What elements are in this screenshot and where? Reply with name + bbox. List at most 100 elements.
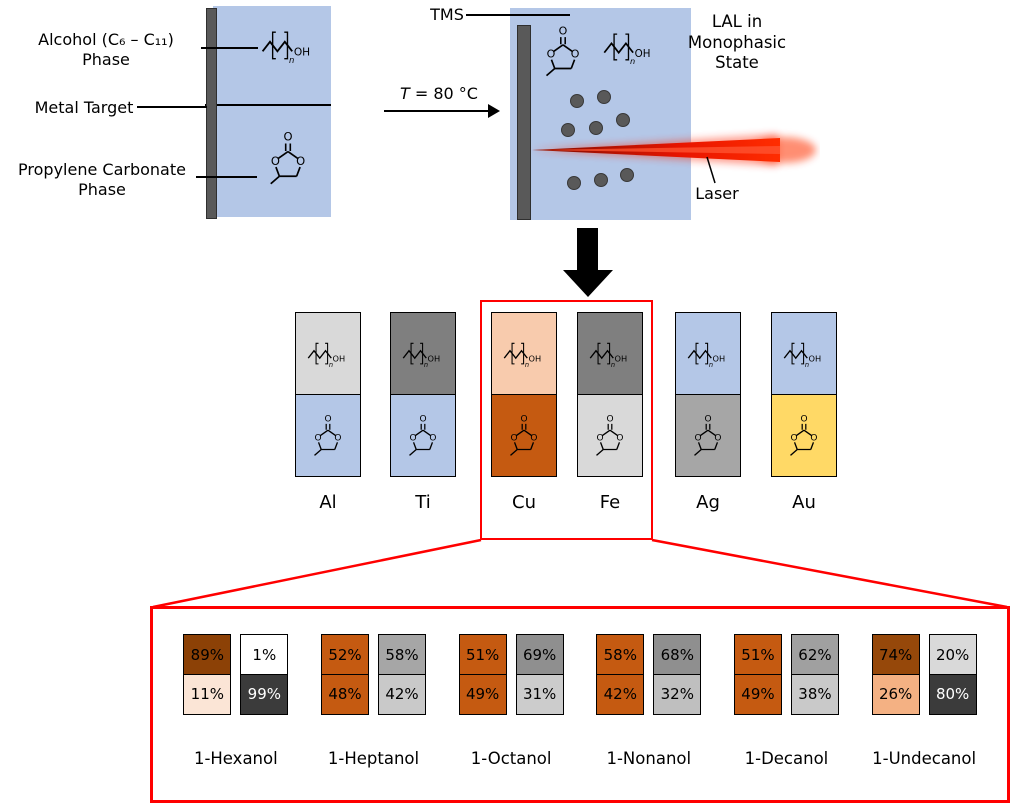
propylene-carbonate-icon	[310, 413, 346, 459]
fe-bottom-cell: 32%	[653, 673, 702, 715]
cu-result-column: 74% 26%	[871, 634, 920, 715]
result-group-heptanol: 52% 48% 58% 42% 1-Heptanol	[320, 634, 426, 768]
fe-bottom-cell: 38%	[790, 673, 839, 715]
cu-top-cell: 51%	[733, 634, 782, 675]
cu-bottom-cell: 11%	[183, 673, 232, 715]
alcohol-structure-icon	[594, 30, 664, 65]
alcohol-phase-pointer-line	[201, 47, 258, 49]
metal-label-ti: Ti	[415, 492, 431, 513]
tms-pointer-line	[466, 14, 570, 16]
nanoparticle	[570, 94, 584, 108]
down-arrow-shaft	[577, 228, 598, 272]
ag-alcohol-cell	[675, 312, 741, 395]
cu-bottom-cell: 48%	[320, 673, 369, 715]
solvent-label: 1-Hexanol	[193, 748, 278, 768]
cu-top-cell: 89%	[183, 634, 232, 675]
phase-divider-line	[205, 104, 331, 106]
nanoparticle	[620, 168, 634, 182]
nanoparticle	[589, 121, 603, 135]
alcohol-phase-label: Alcohol (C₆ – C₁₁) Phase	[8, 30, 204, 70]
nanoparticle	[561, 123, 575, 137]
cu-fe-highlight-box	[480, 300, 653, 540]
cu-alcohol-cell	[491, 312, 557, 395]
cu-bottom-cell: 49%	[458, 673, 507, 715]
pc-phase-label-line2: Phase	[78, 180, 126, 199]
solvent-label: 1-Nonanol	[606, 748, 692, 768]
cu-bottom-cell: 49%	[733, 673, 782, 715]
pc-phase-label-line1: Propylene Carbonate	[18, 160, 186, 179]
fe-top-cell: 62%	[790, 634, 839, 675]
result-group-undecanol: 74% 26% 20% 80% 1-Undecanol	[871, 634, 977, 768]
alcohol-structure-icon	[300, 340, 356, 368]
fe-top-cell: 20%	[928, 634, 977, 675]
alcohol-phase-label-line2: Phase	[82, 50, 130, 69]
lal-state-line3: State	[715, 53, 759, 73]
cu-carbonate-cell	[491, 394, 557, 477]
metal-column-ti	[390, 312, 456, 477]
cu-top-cell: 52%	[320, 634, 369, 675]
result-group-octanol: 51% 49% 69% 31% 1-Octanol	[458, 634, 564, 768]
fe-alcohol-cell	[577, 312, 643, 395]
metal-target-right	[517, 25, 531, 220]
result-group-nonanol: 58% 42% 68% 32% 1-Nonanol	[596, 634, 702, 768]
fe-carbonate-cell	[577, 394, 643, 477]
propylene-carbonate-icon	[786, 413, 822, 459]
nanoparticle	[616, 113, 630, 127]
fe-result-column: 58% 42%	[377, 634, 426, 715]
result-group-decanol: 51% 49% 62% 38% 1-Decanol	[733, 634, 839, 768]
solvent-label: 1-Undecanol	[872, 748, 977, 768]
metal-target-pointer-line	[137, 106, 207, 108]
cu-top-cell: 58%	[596, 634, 645, 675]
cu-bottom-cell: 26%	[871, 673, 920, 715]
fe-top-cell: 69%	[515, 634, 564, 675]
al-alcohol-cell	[295, 312, 361, 395]
temperature-value: = 80 °C	[409, 84, 478, 103]
alcohol-structure-icon	[776, 340, 832, 368]
alcohol-structure-icon	[252, 28, 324, 64]
metal-column-cu	[491, 312, 557, 477]
metal-target-label: Metal Target	[34, 98, 134, 117]
cu-result-column: 89% 11%	[183, 634, 232, 715]
fe-result-column: 1% 99%	[240, 634, 289, 715]
metal-column-fe	[577, 312, 643, 477]
temperature-label: T = 80 °C	[386, 84, 492, 104]
metal-label-fe: Fe	[599, 492, 621, 513]
fe-top-cell: 1%	[240, 634, 289, 675]
pc-phase-label: Propylene Carbonate Phase	[4, 160, 200, 200]
lal-state-line1: LAL in	[711, 12, 763, 31]
fe-result-column: 69% 31%	[515, 634, 564, 715]
propylene-carbonate-icon	[405, 413, 441, 459]
fe-top-cell: 68%	[653, 634, 702, 675]
metal-label-cu: Cu	[512, 492, 536, 513]
propylene-carbonate-icon	[690, 413, 726, 459]
fe-bottom-cell: 31%	[515, 673, 564, 715]
au-carbonate-cell	[771, 394, 837, 477]
ti-carbonate-cell	[390, 394, 456, 477]
fe-bottom-cell: 42%	[377, 673, 426, 715]
laser-beam-icon	[532, 134, 816, 166]
metal-column-ag	[675, 312, 741, 477]
fe-bottom-cell: 80%	[928, 673, 977, 715]
cu-result-column: 52% 48%	[320, 634, 369, 715]
fe-top-cell: 58%	[377, 634, 426, 675]
alcohol-structure-icon	[680, 340, 736, 368]
ag-carbonate-cell	[675, 394, 741, 477]
propylene-carbonate-icon	[265, 130, 311, 188]
au-alcohol-cell	[771, 312, 837, 395]
lal-state-label: LAL in Monophasic State	[676, 12, 798, 74]
metal-label-au: Au	[792, 492, 816, 513]
tms-label: TMS	[430, 5, 464, 24]
cu-result-column: 51% 49%	[733, 634, 782, 715]
metal-column-al	[295, 312, 361, 477]
down-arrow-head	[563, 270, 613, 297]
result-group-hexanol: 89% 11% 1% 99% 1-Hexanol	[183, 634, 289, 768]
laser-label: Laser	[695, 184, 739, 203]
ti-alcohol-cell	[390, 312, 456, 395]
pc-phase-pointer-line	[196, 176, 257, 178]
alcohol-structure-icon	[395, 340, 451, 368]
metal-label-ag: Ag	[696, 492, 720, 513]
solvent-label: 1-Octanol	[470, 748, 552, 768]
nanoparticle	[594, 173, 608, 187]
solvent-label: 1-Heptanol	[327, 748, 420, 768]
